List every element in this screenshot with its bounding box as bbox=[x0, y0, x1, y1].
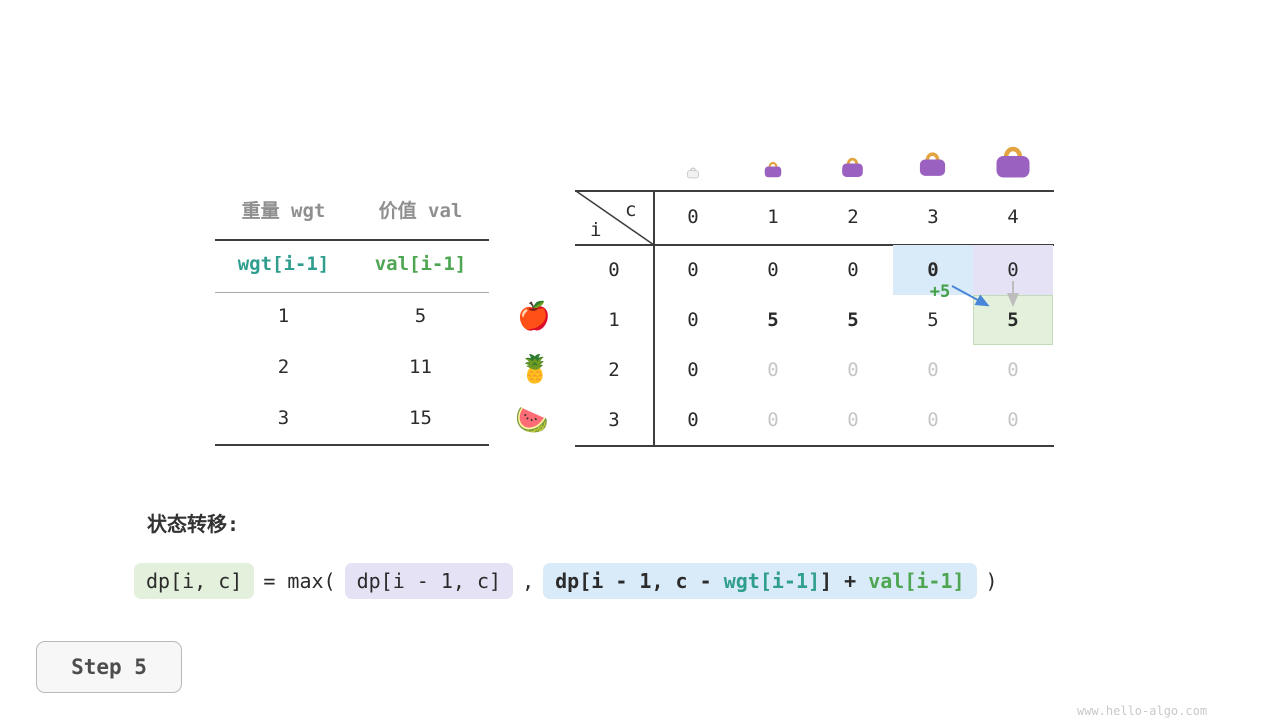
handbag-icon-capacity-2 bbox=[842, 157, 863, 177]
item-wgt-3: 3 bbox=[277, 407, 290, 429]
formula-option-keep: dp[i - 1, c] bbox=[344, 563, 514, 599]
step-badge: Step 5 bbox=[36, 641, 182, 693]
watermelon-icon: 🍉 bbox=[515, 405, 549, 436]
dp-cell-0-3: 0 bbox=[893, 245, 973, 295]
dp-cell-1-3: 5 bbox=[927, 309, 939, 331]
formula-take-val: val[i-1] bbox=[868, 569, 965, 593]
item-wgt-1: 1 bbox=[277, 305, 290, 327]
transition-arrows bbox=[951, 281, 1019, 307]
dp-col-header-4: 4 bbox=[1007, 206, 1019, 228]
apple-icon: 🍎 bbox=[517, 301, 551, 332]
dp-col-headers: 0 1 2 3 4 bbox=[653, 190, 1053, 244]
item-table-header-val: 价值 val bbox=[378, 200, 463, 222]
dp-cell-0-1: 0 bbox=[767, 259, 779, 281]
item-val-3: 15 bbox=[409, 407, 432, 429]
dp-cell-3-1: 0 bbox=[767, 409, 779, 431]
dp-cell-2-3: 0 bbox=[927, 359, 939, 381]
formula-option-take: dp[i - 1, c - wgt[i-1]] + val[i-1] bbox=[543, 563, 977, 599]
item-table-line-mid bbox=[215, 292, 489, 293]
pineapple-icon: 🍍 bbox=[518, 354, 552, 385]
dp-cell-3-0: 0 bbox=[687, 409, 699, 431]
plus-value-annotation: +5 bbox=[929, 282, 951, 302]
dp-cell-3-2: 0 bbox=[847, 409, 859, 431]
dp-table-line-header bbox=[575, 244, 1054, 246]
item-val-2: 11 bbox=[409, 356, 432, 378]
dp-table-line-top bbox=[575, 190, 1054, 192]
dp-cell-3-3: 0 bbox=[927, 409, 939, 431]
dp-cell-2-2: 0 bbox=[847, 359, 859, 381]
handbag-icon-capacity-3 bbox=[919, 152, 946, 176]
dp-col-header-3: 3 bbox=[927, 206, 939, 228]
dp-corner-diagonal bbox=[575, 190, 655, 246]
dp-row-header-3: 3 bbox=[608, 409, 620, 431]
dp-cell-2-1: 0 bbox=[767, 359, 779, 381]
item-table-header: 重量 wgt 价值 val bbox=[215, 196, 489, 223]
formula-take-wgt: wgt[i-1] bbox=[723, 569, 821, 593]
item-table: 重量 wgt 价值 val wgt[i-1] val[i-1] 1 5 2 11… bbox=[215, 190, 489, 448]
transition-formula: dp[i, c] = max( dp[i - 1, c] , dp[i - 1,… bbox=[134, 560, 998, 602]
dp-table-line-vertical bbox=[653, 190, 655, 446]
dp-cell-1-0: 0 bbox=[687, 309, 699, 331]
dp-cell-1-2: 5 bbox=[847, 309, 859, 331]
formula-lhs: dp[i, c] bbox=[134, 563, 255, 599]
dp-corner-row-label: i bbox=[590, 219, 602, 241]
dp-table-line-bottom bbox=[575, 445, 1054, 447]
transition-label: 状态转移: bbox=[147, 512, 240, 536]
item-table-line-top bbox=[215, 239, 489, 241]
formula-take-prefix: dp[i - 1, c - bbox=[555, 569, 724, 593]
dp-row-header-0: 0 bbox=[608, 259, 620, 281]
item-val-1: 5 bbox=[414, 305, 427, 327]
item-table-wgt-formula: wgt[i-1] bbox=[237, 253, 330, 275]
handbag-icon-capacity-4 bbox=[996, 146, 1030, 178]
item-table-header-wgt: 重量 wgt bbox=[241, 200, 326, 222]
handbag-icon-capacity-0 bbox=[686, 167, 700, 179]
dp-col-header-2: 2 bbox=[847, 206, 859, 228]
formula-equals-max: = max( bbox=[263, 569, 336, 593]
dp-cell-3-4: 0 bbox=[1007, 409, 1019, 431]
formula-close-paren: ) bbox=[985, 569, 998, 593]
handbag-icon-capacity-1 bbox=[764, 161, 782, 178]
item-wgt-2: 2 bbox=[277, 356, 290, 378]
dp-col-header-1: 1 bbox=[767, 206, 779, 228]
dp-corner-col-label: c bbox=[625, 199, 637, 221]
formula-take-mid: ] + bbox=[820, 569, 869, 593]
dp-table: c i 0 1 2 3 4 0 1 2 3 0 0 0 0 0 0 5 5 5 bbox=[575, 190, 1054, 448]
formula-comma: , bbox=[522, 569, 535, 593]
item-table-row-1: 1 5 bbox=[215, 305, 489, 327]
item-table-val-formula: val[i-1] bbox=[374, 253, 467, 275]
item-table-line-bottom bbox=[215, 444, 489, 446]
dp-cell-2-4: 0 bbox=[1007, 359, 1019, 381]
arrow-diagonal-blue bbox=[951, 285, 990, 307]
dp-row-headers: 0 1 2 3 bbox=[575, 245, 653, 445]
watermark: www.hello-algo.com bbox=[1077, 704, 1208, 718]
dp-row-header-2: 2 bbox=[608, 359, 620, 381]
item-table-row-2: 2 11 bbox=[215, 356, 489, 378]
dp-cell-2-0: 0 bbox=[687, 359, 699, 381]
dp-cell-1-1: 5 bbox=[767, 309, 779, 331]
dp-col-header-0: 0 bbox=[687, 206, 699, 228]
dp-cell-0-2: 0 bbox=[847, 259, 859, 281]
item-table-formula-row: wgt[i-1] val[i-1] bbox=[215, 253, 489, 275]
item-table-row-3: 3 15 bbox=[215, 407, 489, 429]
dp-row-header-1: 1 bbox=[608, 309, 620, 331]
dp-cells: 0 0 0 0 0 0 5 5 5 5 0 0 0 0 0 0 0 0 0 0 bbox=[653, 245, 1053, 445]
dp-cell-0-0: 0 bbox=[687, 259, 699, 281]
